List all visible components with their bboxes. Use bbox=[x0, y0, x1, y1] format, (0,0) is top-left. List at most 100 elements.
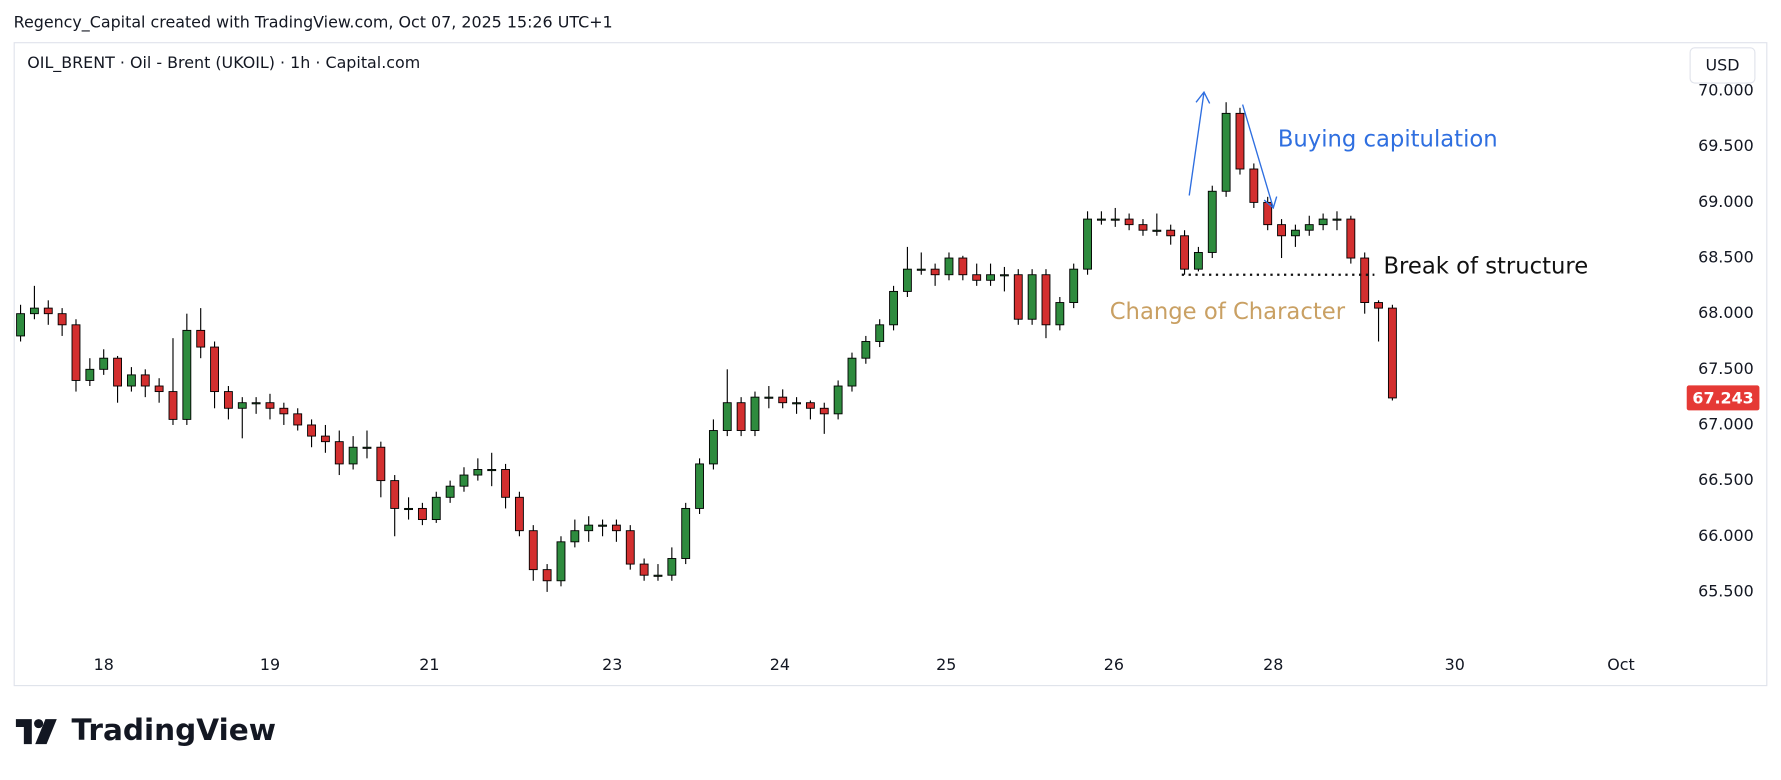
candle-body bbox=[85, 368, 95, 381]
candle-body bbox=[708, 430, 718, 465]
candle-body bbox=[1332, 218, 1342, 221]
candle-body bbox=[501, 469, 510, 498]
candle-body bbox=[459, 474, 469, 487]
candle-body bbox=[1138, 224, 1148, 231]
arrow-down bbox=[1241, 104, 1278, 210]
y-tick-label: 67.500 bbox=[1698, 359, 1754, 378]
candle-body bbox=[1041, 274, 1051, 326]
x-tick-label: 21 bbox=[419, 655, 439, 674]
last-price-tag bbox=[1686, 385, 1760, 411]
arrows bbox=[1188, 90, 1278, 210]
y-tick-label: 68.500 bbox=[1698, 248, 1754, 267]
candle-body bbox=[625, 530, 635, 565]
logo-slash bbox=[35, 719, 57, 745]
candle-body bbox=[1290, 229, 1300, 237]
candle-body bbox=[584, 524, 594, 532]
candle-body bbox=[1318, 218, 1328, 226]
candle-body bbox=[1387, 307, 1397, 399]
brand-logo: TradingView bbox=[15, 713, 276, 747]
y-tick-label: 66.500 bbox=[1698, 470, 1754, 489]
candle-body bbox=[473, 469, 483, 476]
candle-body bbox=[805, 402, 815, 409]
candle-body bbox=[168, 391, 178, 420]
candle-body bbox=[556, 541, 566, 582]
candle-body bbox=[154, 385, 164, 393]
candle-body bbox=[113, 357, 122, 387]
x-tick-label: 23 bbox=[602, 655, 622, 674]
currency-box[interactable] bbox=[1689, 47, 1756, 84]
candle-body bbox=[861, 341, 871, 359]
candle-body bbox=[1235, 112, 1245, 170]
candle-body bbox=[528, 530, 538, 571]
candle-body bbox=[1277, 224, 1286, 237]
y-tick-label: 69.500 bbox=[1698, 136, 1754, 155]
candle-body bbox=[902, 268, 912, 292]
candle-body bbox=[99, 357, 109, 370]
candle-body bbox=[237, 402, 247, 409]
candle-body bbox=[916, 268, 926, 271]
candle-body bbox=[1180, 235, 1189, 270]
y-tick-label: 67.000 bbox=[1698, 414, 1754, 433]
candle-body bbox=[972, 274, 982, 281]
candle-body bbox=[1249, 168, 1259, 203]
candle-body bbox=[1207, 190, 1217, 253]
logo-dot bbox=[34, 719, 44, 729]
candle-body bbox=[1083, 218, 1092, 270]
candle-body bbox=[1374, 302, 1383, 309]
caption: Regency_Capital created with TradingView… bbox=[14, 12, 613, 32]
candle-body bbox=[417, 507, 427, 521]
annotation: Change of Character bbox=[1110, 299, 1346, 325]
candle-body bbox=[126, 374, 136, 387]
x-tick-label: 30 bbox=[1445, 655, 1465, 674]
candle-body bbox=[293, 413, 303, 426]
candle-body bbox=[986, 274, 995, 281]
candle-body bbox=[847, 357, 857, 387]
x-tick-label: 25 bbox=[936, 655, 956, 674]
candle-body bbox=[1346, 218, 1356, 259]
x-tick-label: 26 bbox=[1104, 655, 1124, 674]
brand: TradingView bbox=[72, 713, 276, 747]
candle-body bbox=[819, 407, 829, 415]
candle-body bbox=[1360, 257, 1370, 304]
y-tick-label: 68.000 bbox=[1698, 303, 1754, 322]
x-tick-label: 24 bbox=[770, 655, 790, 674]
candle-body bbox=[29, 307, 39, 315]
candle-body bbox=[611, 524, 621, 532]
candle-body bbox=[833, 385, 843, 415]
last-price-label: 67.243 bbox=[1692, 389, 1753, 408]
candle-body bbox=[71, 324, 81, 381]
y-tick-label: 66.000 bbox=[1698, 526, 1754, 545]
candle-body bbox=[16, 313, 25, 337]
candle-body bbox=[695, 463, 704, 509]
candle-body bbox=[1166, 229, 1176, 237]
candle-body bbox=[736, 402, 746, 431]
candle-body bbox=[1069, 268, 1079, 304]
candle-body bbox=[404, 507, 413, 511]
candle-body bbox=[348, 446, 358, 465]
x-tick-label: Oct bbox=[1607, 655, 1634, 674]
candle-body bbox=[140, 374, 150, 387]
candle-body bbox=[1013, 274, 1023, 320]
candle-body bbox=[223, 391, 233, 409]
candle-body bbox=[1304, 224, 1314, 231]
candle-body bbox=[1110, 218, 1120, 221]
candle-body bbox=[1096, 218, 1106, 221]
candle-body bbox=[1055, 302, 1065, 326]
chart-frame bbox=[13, 42, 1768, 687]
candle-body bbox=[445, 485, 455, 498]
candle-body bbox=[764, 396, 774, 399]
candle-body bbox=[1152, 229, 1162, 232]
arrow-up bbox=[1188, 90, 1211, 196]
candle-body bbox=[487, 469, 497, 472]
candle-body bbox=[320, 435, 330, 443]
annotation: Buying capitulation bbox=[1278, 126, 1498, 152]
plot: 65.500 66.000 66.500 67.000 67.500 68.000 68.5… bbox=[16, 81, 1760, 674]
candle-body bbox=[653, 574, 663, 577]
candle-body bbox=[889, 290, 898, 326]
candle-body bbox=[944, 257, 954, 276]
y-tick-label: 70.000 bbox=[1698, 81, 1754, 100]
candle-body bbox=[542, 569, 552, 582]
candle-body bbox=[750, 396, 760, 431]
candle-body bbox=[875, 324, 885, 342]
